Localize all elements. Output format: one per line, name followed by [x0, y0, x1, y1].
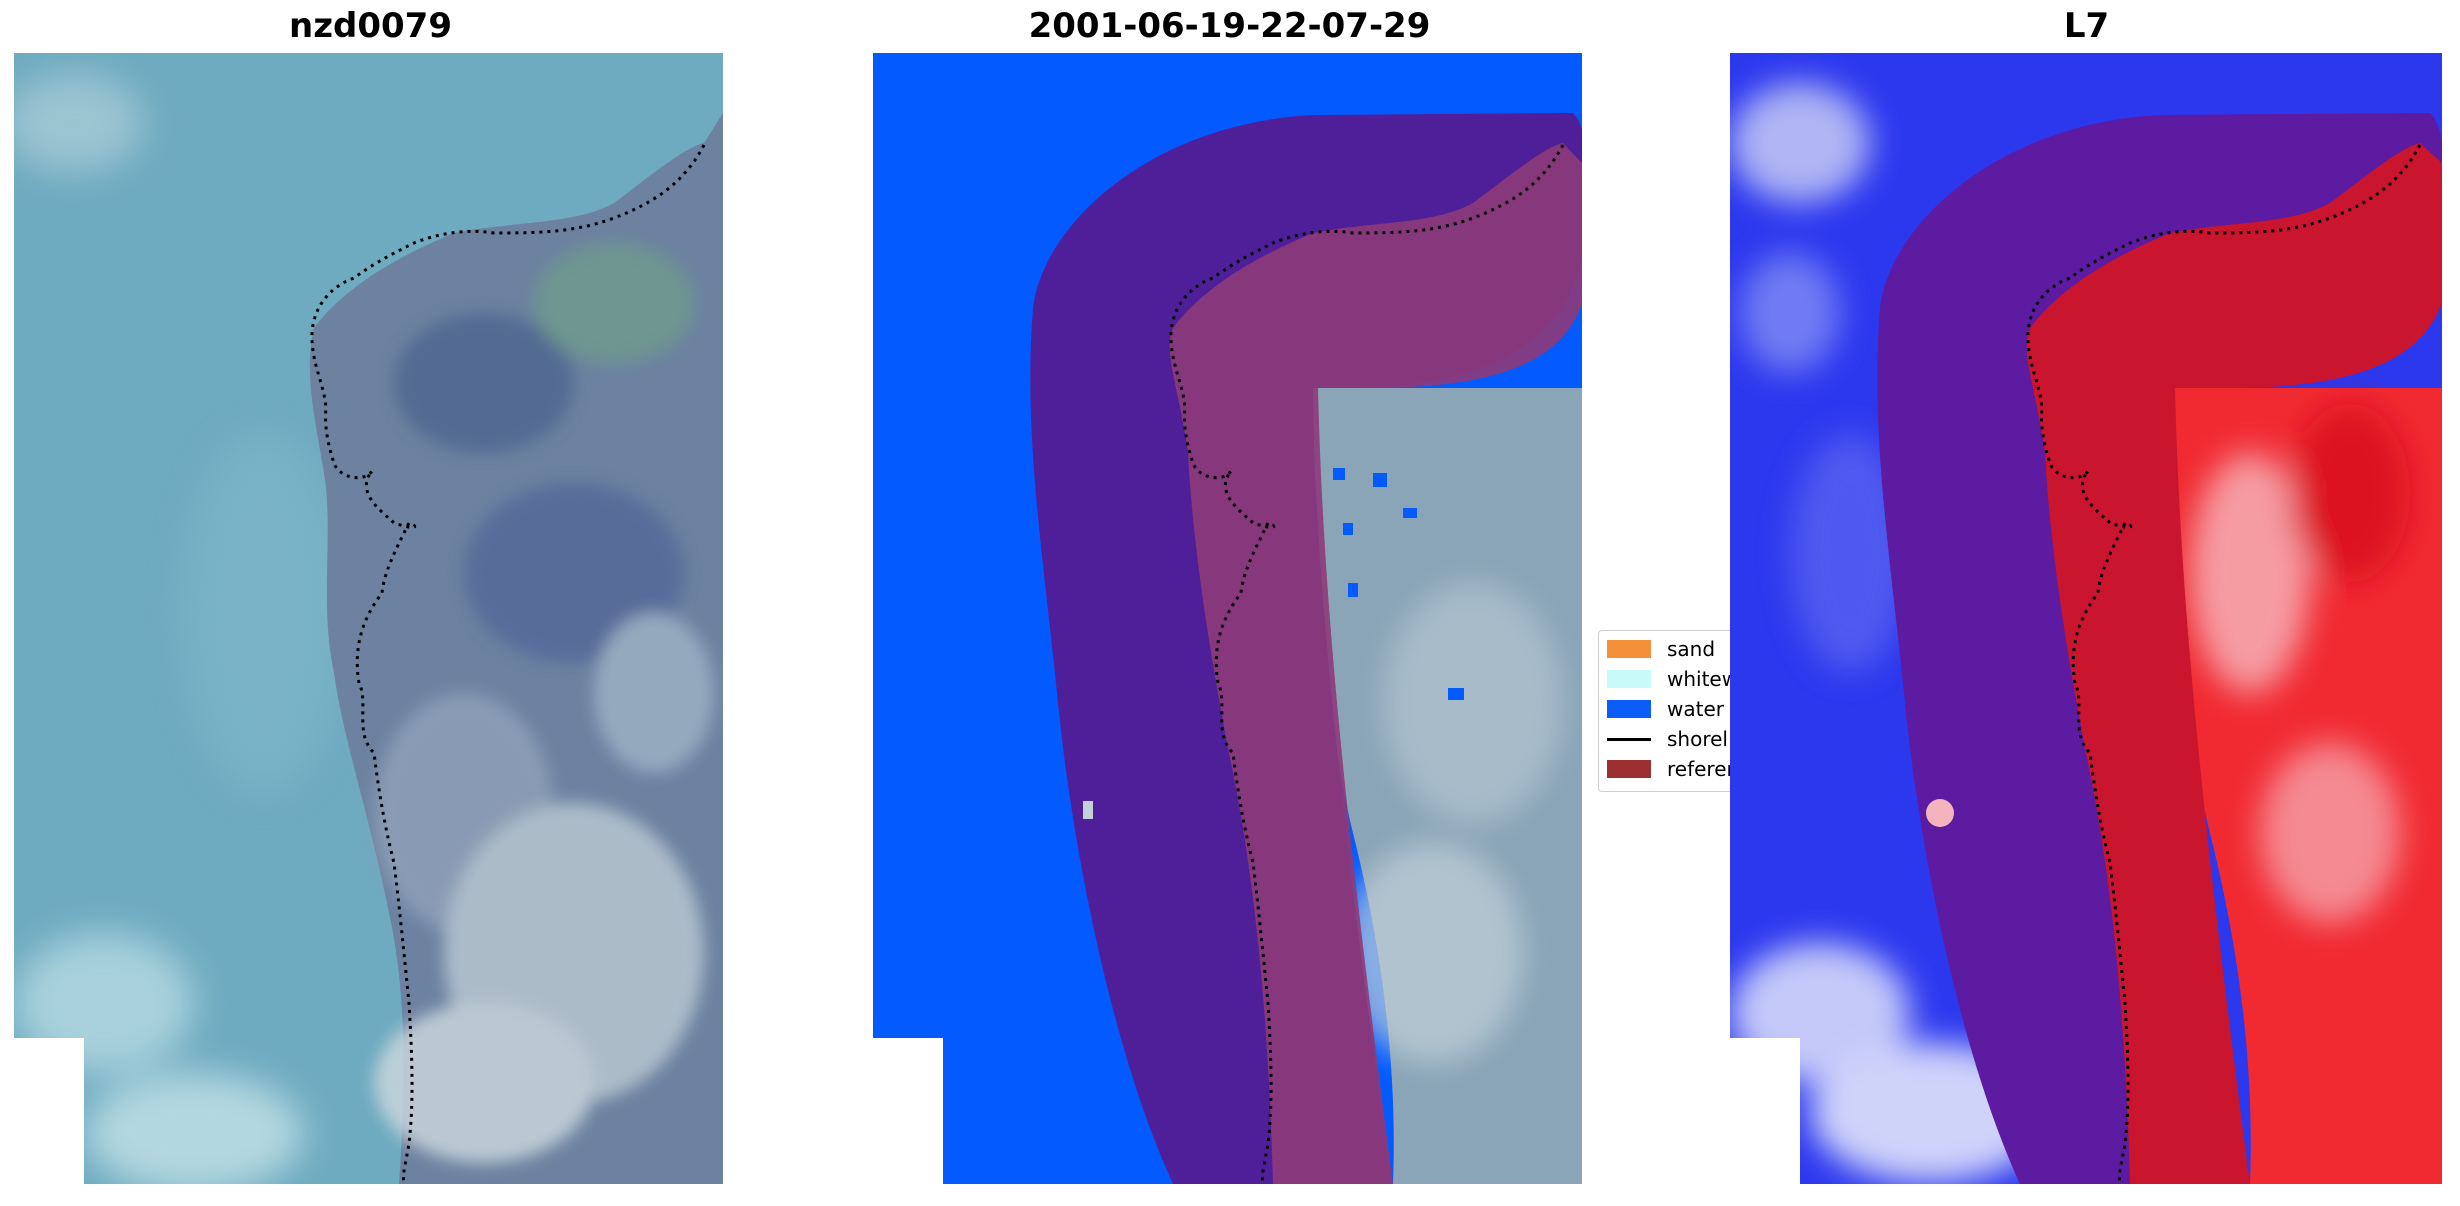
legend-label: water [1667, 697, 1724, 721]
legend-item-whitewater: whitew [1607, 667, 1739, 691]
classification-map [873, 53, 1582, 1184]
legend-label: whitew [1667, 667, 1739, 691]
legend-item-shoreline: shorel [1607, 727, 1728, 751]
panel-title-image-name: nzd0079 [289, 6, 452, 46]
legend-item-water: water [1607, 697, 1724, 721]
legend-item-reference: referen [1607, 757, 1740, 781]
rgb-image-panel [14, 53, 723, 1184]
classification-panel [873, 53, 1582, 1184]
panel-title-date: 2001-06-19-22-07-29 [1028, 6, 1431, 46]
water-swatch-icon [1607, 700, 1651, 718]
legend-label: sand [1667, 637, 1716, 661]
sand-swatch-icon [1607, 640, 1651, 658]
legend-label: shorel [1667, 727, 1728, 751]
panel-title-satellite: L7 [2063, 6, 2110, 46]
legend: sand whitew water shorel referen [1598, 630, 1740, 792]
shoreline-line-icon [1607, 737, 1651, 741]
legend-label: referen [1667, 757, 1740, 781]
index-panel [1730, 53, 2442, 1184]
legend-item-sand: sand [1607, 637, 1716, 661]
index-map [1730, 53, 2442, 1184]
rgb-image [14, 53, 723, 1184]
whitewater-swatch-icon [1607, 670, 1651, 688]
reference-swatch-icon [1607, 760, 1651, 778]
